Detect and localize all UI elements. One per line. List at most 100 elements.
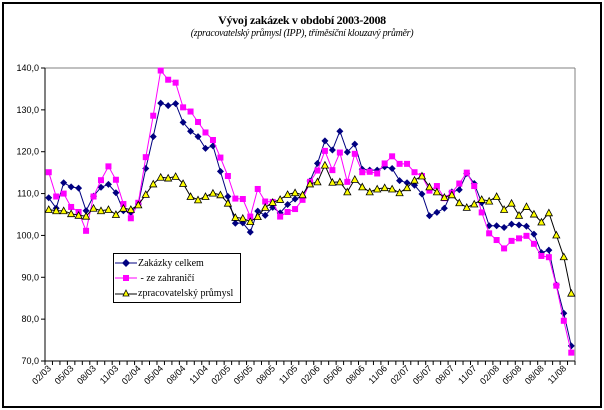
data-point-square	[127, 215, 134, 222]
data-point-diamond	[172, 100, 180, 108]
data-point-triangle	[305, 179, 315, 188]
data-point-diamond	[216, 167, 224, 175]
y-tick-label: 90,0	[21, 272, 39, 282]
data-point-diamond	[493, 222, 501, 230]
triangle-marker-icon	[115, 289, 137, 297]
data-point-square	[150, 112, 157, 119]
legend: Zakázky celkem - ze zahraničí zpracovate…	[113, 253, 241, 303]
data-point-square	[493, 237, 500, 244]
data-point-triangle	[186, 192, 195, 200]
data-point-triangle	[81, 211, 91, 220]
data-point-triangle	[298, 190, 307, 199]
data-point-triangle	[290, 188, 300, 197]
data-point-square	[359, 169, 366, 176]
data-point-triangle	[313, 177, 322, 186]
data-point-triangle	[343, 187, 352, 196]
data-point-square	[247, 213, 254, 220]
data-point-square	[426, 187, 433, 194]
data-point-triangle	[567, 288, 576, 297]
diamond-marker-icon	[115, 259, 137, 267]
data-point-square	[329, 167, 336, 174]
data-point-square	[83, 227, 90, 234]
data-point-square	[97, 177, 104, 184]
data-point-square	[112, 176, 119, 183]
data-point-square	[553, 282, 560, 289]
data-point-square	[478, 209, 485, 216]
data-point-square	[299, 196, 306, 203]
data-point-triangle	[246, 217, 255, 226]
legend-label: zpracovatelský průmysl	[138, 287, 234, 299]
data-point-square	[239, 196, 246, 203]
data-point-triangle	[499, 205, 509, 213]
data-point-square	[568, 349, 575, 356]
data-point-diamond	[343, 148, 351, 156]
data-point-diamond	[254, 207, 262, 215]
data-point-triangle	[223, 198, 233, 207]
data-point-diamond	[224, 193, 232, 201]
data-point-triangle	[387, 184, 397, 193]
legend-item-zpracovatelsky-prumysl: zpracovatelský průmysl	[114, 286, 233, 300]
data-point-triangle	[365, 187, 374, 196]
data-point-diamond	[187, 127, 195, 135]
data-point-square	[157, 67, 164, 74]
data-point-triangle	[171, 172, 180, 180]
data-point-square	[404, 160, 411, 167]
x-tick-label: 05/05	[232, 363, 255, 386]
data-point-square	[68, 203, 75, 210]
data-point-diamond	[291, 195, 299, 203]
data-point-triangle	[470, 199, 479, 208]
data-point-triangle	[522, 202, 531, 210]
x-tick-label: 11/04	[187, 363, 210, 386]
data-point-square	[254, 185, 261, 192]
data-point-triangle	[432, 187, 442, 196]
data-point-square	[180, 104, 187, 111]
data-point-diamond	[403, 179, 411, 187]
data-point-square	[45, 169, 52, 176]
y-tick-label: 80,0	[21, 314, 39, 324]
data-point-square	[538, 252, 545, 259]
x-tick-label: 11/07	[456, 363, 479, 386]
data-point-triangle	[253, 212, 262, 220]
data-point-square	[232, 195, 239, 202]
data-point-diamond	[67, 183, 75, 191]
data-point-square	[456, 180, 463, 187]
data-point-square	[336, 149, 343, 156]
data-point-square	[471, 183, 478, 190]
data-point-square	[433, 183, 440, 190]
data-point-square	[90, 193, 97, 200]
data-point-diamond	[231, 219, 239, 227]
data-point-diamond	[201, 144, 209, 152]
data-point-diamond	[75, 184, 83, 192]
data-point-square	[486, 230, 493, 237]
data-point-square	[321, 147, 328, 154]
y-tick-label: 110,0	[17, 189, 39, 199]
data-point-triangle	[350, 174, 359, 183]
data-point-square	[463, 169, 470, 176]
data-point-square	[277, 213, 284, 220]
data-point-square	[53, 193, 60, 200]
data-point-triangle	[208, 188, 218, 197]
x-tick-label: 05/06	[321, 363, 344, 386]
data-point-triangle	[104, 205, 113, 213]
data-point-triangle	[402, 183, 412, 192]
x-tick-label: 05/04	[142, 363, 165, 386]
x-tick-label: 05/08	[500, 363, 523, 386]
data-point-triangle	[201, 192, 210, 200]
data-point-square	[530, 240, 537, 247]
x-tick-label: 02/07	[388, 363, 411, 386]
data-point-triangle	[425, 182, 434, 191]
legend-item-zakazky-celkem: Zakázky celkem	[114, 256, 204, 270]
data-point-triangle	[238, 213, 247, 222]
x-tick-label: 11/08	[546, 363, 569, 386]
x-tick-label: 08/06	[344, 363, 367, 386]
data-point-triangle	[283, 190, 292, 198]
data-point-diamond	[545, 246, 553, 254]
data-point-triangle	[335, 177, 345, 186]
data-point-triangle	[484, 196, 494, 205]
x-tick-label: 08/05	[254, 363, 277, 386]
data-point-square	[389, 153, 396, 160]
data-point-diamond	[246, 228, 254, 236]
data-point-square	[262, 198, 269, 205]
x-tick-label: 08/03	[75, 363, 98, 386]
